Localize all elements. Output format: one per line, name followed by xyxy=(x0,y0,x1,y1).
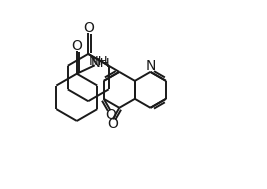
Text: O: O xyxy=(71,39,82,53)
Text: O: O xyxy=(83,21,94,35)
Text: N: N xyxy=(145,59,156,73)
Text: O: O xyxy=(105,108,116,122)
Text: NH: NH xyxy=(90,57,110,70)
Text: O: O xyxy=(107,117,118,131)
Text: NH: NH xyxy=(89,55,108,68)
